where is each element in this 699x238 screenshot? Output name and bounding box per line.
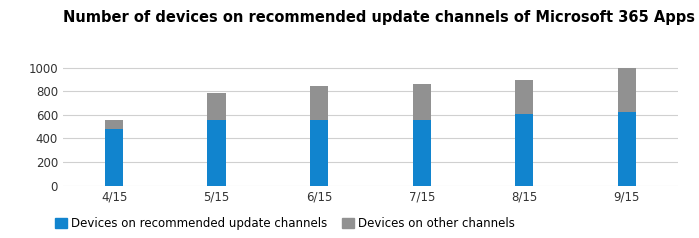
Bar (412, 84, 431, 120)
Legend: Devices on recommended update channels, Devices on other channels: Devices on recommended update channels, … (55, 217, 515, 230)
Bar (515, 114, 533, 186)
Bar (617, 112, 636, 186)
Bar (105, 120, 124, 129)
Bar (310, 86, 329, 120)
Bar (515, 80, 533, 114)
Bar (208, 93, 226, 120)
Bar (310, 120, 329, 186)
Bar (412, 120, 431, 186)
Text: Number of devices on recommended update channels of Microsoft 365 Apps over time: Number of devices on recommended update … (63, 10, 699, 25)
Bar (105, 129, 124, 186)
Bar (208, 120, 226, 186)
Bar (617, 68, 636, 112)
